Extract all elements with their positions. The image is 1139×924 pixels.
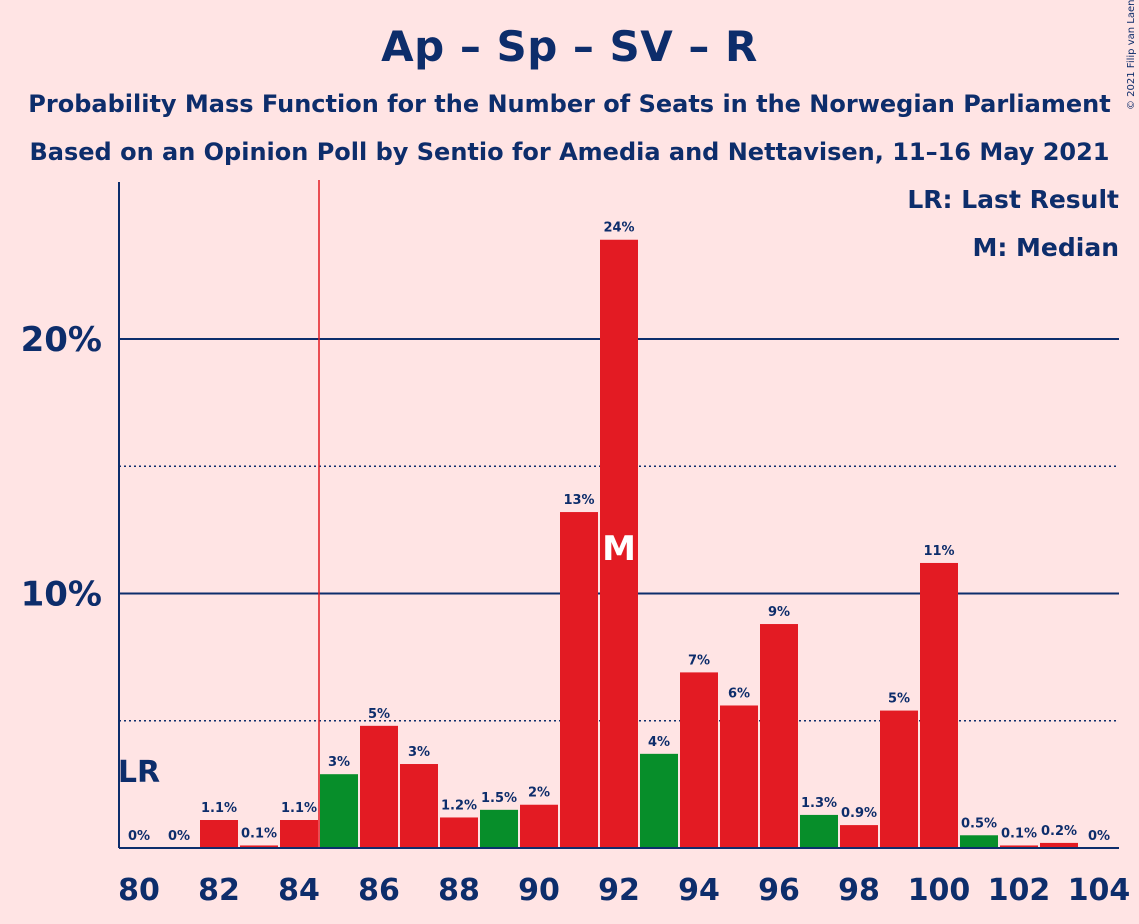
bar [200, 820, 238, 848]
data-label: 7% [688, 653, 710, 668]
x-tick-label: 84 [278, 873, 320, 908]
legend-last-result: LR: Last Result [907, 185, 1119, 214]
x-tick-label: 90 [518, 873, 560, 908]
data-label: 11% [923, 544, 954, 559]
x-tick-label: 98 [838, 873, 880, 908]
data-label: 5% [368, 707, 390, 722]
bar [520, 804, 558, 848]
x-tick-label: 88 [438, 873, 480, 908]
y-tick-label: 10% [21, 575, 102, 615]
data-label: 1.1% [201, 801, 237, 816]
data-label: 6% [728, 686, 750, 701]
legend-median: M: Median [972, 233, 1119, 262]
last-result-label: LR [118, 755, 160, 790]
bar [760, 624, 798, 848]
bar [1040, 842, 1078, 848]
x-tick-label: 102 [988, 873, 1051, 908]
data-label: 2% [528, 786, 550, 801]
bar [240, 845, 278, 848]
chart-subtitle-1: Probability Mass Function for the Number… [28, 90, 1111, 118]
data-label: 0% [168, 829, 190, 844]
x-tick-label: 96 [758, 873, 800, 908]
data-label: 1.2% [441, 798, 477, 813]
data-label: 1.3% [801, 796, 837, 811]
bar [280, 820, 318, 848]
data-label: 0.2% [1041, 824, 1077, 839]
x-tick-label: 92 [598, 873, 640, 908]
bar [680, 672, 718, 848]
bar [1000, 845, 1038, 848]
data-label: 0.1% [241, 826, 277, 841]
bar [640, 753, 678, 848]
bars [200, 239, 1078, 848]
bar [360, 725, 398, 848]
x-tick-label: 82 [198, 873, 240, 908]
bar [720, 705, 758, 848]
data-label: 24% [603, 221, 634, 236]
x-tick-label: 100 [908, 873, 971, 908]
bar [560, 512, 598, 848]
x-tick-label: 94 [678, 873, 720, 908]
data-label: 0.5% [961, 816, 997, 831]
chart-subtitle-2: Based on an Opinion Poll by Sentio for A… [29, 138, 1110, 166]
axes: 10% 20% 80 82 84 86 88 90 92 94 96 98 100 102 104 [21, 180, 1131, 908]
bar [480, 809, 518, 848]
bar [840, 825, 878, 848]
chart-title: Ap – Sp – SV – R [381, 22, 758, 71]
y-tick-label: 20% [21, 320, 102, 360]
data-label: 3% [328, 755, 350, 770]
data-label: 9% [768, 605, 790, 620]
data-label: 4% [648, 735, 670, 750]
x-tick-label: 104 [1068, 873, 1131, 908]
bar [320, 774, 358, 848]
data-label: 1.5% [481, 791, 517, 806]
data-label: 3% [408, 745, 430, 760]
bar [440, 817, 478, 848]
data-label: 0% [128, 829, 150, 844]
x-tick-label: 86 [358, 873, 400, 908]
bar [880, 710, 918, 848]
x-tick-label: 80 [118, 873, 160, 908]
data-label: 0.1% [1001, 826, 1037, 841]
data-label: 0.9% [841, 806, 877, 821]
bar [400, 764, 438, 848]
data-label: 0% [1088, 829, 1110, 844]
data-labels: 0% 0% 1.1% 0.1% 1.1% 3% 5% 3% 1.2% 1.5% 2% 13% 24% 4%… [118, 221, 1110, 844]
median-marker: M [602, 529, 636, 569]
data-label: 5% [888, 692, 910, 707]
bar [960, 835, 998, 848]
bar [800, 814, 838, 848]
data-label: 13% [563, 493, 594, 508]
bar [600, 239, 638, 848]
data-label: 1.1% [281, 801, 317, 816]
bar [920, 562, 958, 848]
